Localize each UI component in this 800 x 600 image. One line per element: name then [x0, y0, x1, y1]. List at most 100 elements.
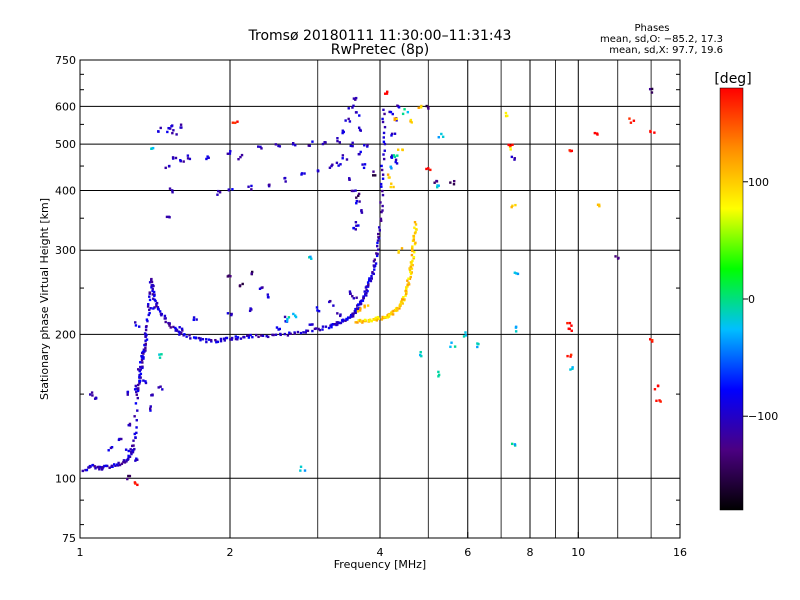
trace-point [207, 338, 211, 341]
trace-point [178, 333, 181, 336]
scatter-point [117, 438, 121, 442]
trace-point [412, 238, 416, 241]
trace-point [151, 289, 154, 293]
trace-point [230, 336, 234, 340]
trace-point [414, 241, 417, 245]
scatter-point [352, 97, 356, 100]
scatter-point [651, 339, 654, 342]
trace-point [407, 283, 411, 286]
scatter-point [260, 147, 263, 150]
scatter-point [420, 104, 423, 108]
scatter-point [597, 203, 601, 206]
trace-point [216, 340, 220, 344]
trace-point [174, 326, 177, 330]
trace-point [134, 436, 137, 439]
scatter-point [328, 166, 332, 169]
scatter-point [409, 118, 413, 122]
scatter-point [400, 247, 404, 250]
scatter-point [595, 132, 599, 135]
trace-point [370, 319, 373, 323]
scatter-point [617, 256, 620, 260]
scatter-point [278, 145, 282, 148]
trace-point [392, 309, 395, 313]
scatter-point [388, 110, 391, 114]
scatter-point [358, 309, 362, 312]
scatter-point [339, 314, 342, 318]
scatter-point [395, 119, 398, 122]
scatter-point [397, 251, 400, 254]
colorbar: [deg] −100 0 100 [714, 71, 778, 511]
scatter-point [397, 249, 400, 253]
scatter-point [159, 126, 162, 130]
phase-o-stats: mean, sd,O: −85.2, 17.3 [600, 34, 723, 45]
trace-point [367, 320, 371, 323]
y-tick-label: 100 [55, 472, 76, 485]
trace-point [261, 334, 265, 338]
scatter-point [160, 353, 163, 356]
trace-point [130, 452, 133, 456]
trace-point [189, 337, 192, 340]
scatter-point [126, 393, 129, 396]
scatter-point [513, 271, 517, 274]
trace-point [363, 318, 367, 322]
scatter-point [350, 189, 354, 193]
trace-point [390, 312, 393, 316]
trace-point [150, 280, 154, 284]
scatter-point [129, 448, 132, 451]
scatter-point [429, 168, 432, 172]
scatter-point [166, 130, 169, 134]
trace-point [98, 465, 101, 469]
scatter-point [336, 312, 339, 315]
trace-point [152, 290, 156, 294]
trace-point [205, 338, 208, 341]
scatter-point [437, 136, 440, 139]
scatter-point [127, 423, 130, 427]
trace-point [411, 247, 414, 250]
trace-point [330, 323, 333, 326]
trace-point [234, 337, 238, 341]
trace-point [194, 336, 198, 339]
scatter-point [452, 179, 456, 183]
trace-point [236, 336, 240, 339]
scatter-point [427, 167, 430, 170]
scatter-point [109, 446, 113, 450]
scatter-point [395, 162, 399, 165]
scatter-point [126, 477, 129, 481]
trace-point [293, 332, 297, 335]
scatter-point [316, 169, 320, 173]
scatter-point [593, 131, 597, 135]
scatter-point [157, 130, 160, 133]
trace-point [413, 226, 416, 229]
scatter-point [167, 215, 171, 219]
trace-point [299, 331, 303, 335]
scatter-point [352, 297, 355, 300]
trace-point [381, 189, 384, 193]
trace-point [383, 112, 386, 116]
scatter-point [169, 127, 172, 130]
scatter-point [316, 309, 319, 312]
scatter-point [206, 155, 209, 158]
scatter-point [137, 387, 140, 390]
scatter-point [504, 111, 508, 115]
trace-point [410, 271, 413, 274]
trace-point [410, 249, 414, 252]
trace-point [384, 315, 388, 319]
scatter-point [179, 123, 183, 126]
scatter-point [510, 442, 514, 446]
trace-point [144, 342, 147, 346]
trace-point [141, 355, 144, 358]
trace-point [346, 316, 350, 319]
trace-point [93, 465, 96, 468]
scatter-point [178, 326, 181, 329]
scatter-point [516, 272, 520, 276]
scatter-point [299, 465, 303, 468]
trace-point [410, 263, 413, 267]
scatter-point [348, 178, 351, 181]
scatter-point [134, 482, 137, 485]
trace-point [373, 264, 377, 267]
trace-point [133, 447, 136, 451]
trace-point [139, 365, 142, 369]
scatter-point [449, 345, 452, 349]
y-tick-label: 500 [55, 138, 76, 151]
scatter-point [317, 309, 321, 313]
